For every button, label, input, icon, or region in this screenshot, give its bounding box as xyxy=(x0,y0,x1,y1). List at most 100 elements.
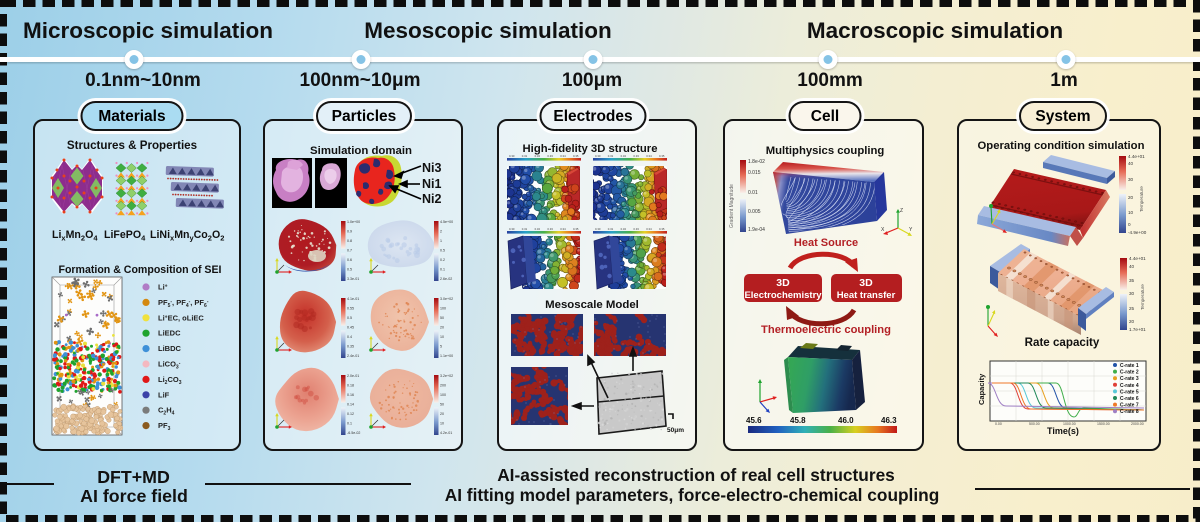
svg-text:0.34: 0.34 xyxy=(646,227,652,231)
svg-text:Ni2: Ni2 xyxy=(422,192,442,206)
svg-text:0.32: 0.32 xyxy=(535,154,541,158)
svg-text:0.5: 0.5 xyxy=(347,268,352,272)
svg-text:30: 30 xyxy=(1128,177,1134,182)
svg-text:0.9: 0.9 xyxy=(347,230,352,234)
svg-text:-4.9e+00: -4.9e+00 xyxy=(1128,230,1147,235)
svg-text:50μm: 50μm xyxy=(667,427,684,434)
svg-text:30: 30 xyxy=(1129,291,1135,296)
svg-text:LiEDC: LiEDC xyxy=(158,329,181,338)
svg-text:1.7e+01: 1.7e+01 xyxy=(1129,327,1146,332)
svg-text:0.35: 0.35 xyxy=(659,227,665,231)
svg-text:C-rate 7: C-rate 7 xyxy=(1120,403,1139,409)
svg-text:0.33: 0.33 xyxy=(547,227,553,231)
svg-text:0.30: 0.30 xyxy=(595,154,601,158)
svg-text:0.1: 0.1 xyxy=(347,422,352,426)
svg-text:3D: 3D xyxy=(776,277,790,289)
svg-text:LixMn2O4: LixMn2O4 xyxy=(52,229,98,243)
svg-text:0.35: 0.35 xyxy=(573,154,579,158)
svg-text:2.6e-02: 2.6e-02 xyxy=(440,277,452,281)
svg-text:0.30: 0.30 xyxy=(509,154,515,158)
svg-text:0.005: 0.005 xyxy=(748,209,761,215)
svg-text:3.3e-01: 3.3e-01 xyxy=(347,277,359,281)
svg-text:1.8e-02: 1.8e-02 xyxy=(748,159,765,165)
svg-text:Y: Y xyxy=(909,227,913,233)
svg-text:1.9e-04: 1.9e-04 xyxy=(748,227,765,233)
svg-text:X: X xyxy=(881,227,885,233)
svg-text:0.015: 0.015 xyxy=(748,170,761,176)
svg-text:0.35: 0.35 xyxy=(573,227,579,231)
svg-text:LiBDC: LiBDC xyxy=(158,344,181,353)
svg-text:0.00: 0.00 xyxy=(995,422,1002,426)
svg-text:0.14: 0.14 xyxy=(347,403,354,407)
svg-text:500.00: 500.00 xyxy=(1029,422,1040,426)
svg-text:45.8: 45.8 xyxy=(790,416,806,425)
svg-text:4.2e-01: 4.2e-01 xyxy=(440,431,452,435)
svg-text:5: 5 xyxy=(440,345,442,349)
svg-text:50: 50 xyxy=(440,403,444,407)
svg-text:Z: Z xyxy=(900,208,903,214)
svg-text:0.30: 0.30 xyxy=(509,227,515,231)
svg-text:2: 2 xyxy=(440,230,442,234)
svg-text:4.4e+01: 4.4e+01 xyxy=(1129,256,1146,261)
svg-text:20: 20 xyxy=(440,412,444,416)
svg-text:100: 100 xyxy=(440,307,446,311)
svg-text:0.30: 0.30 xyxy=(595,227,601,231)
svg-text:2000.00: 2000.00 xyxy=(1131,422,1144,426)
svg-text:C-rate 5: C-rate 5 xyxy=(1120,389,1139,395)
svg-text:Temperature: Temperature xyxy=(1140,284,1145,310)
svg-text:PF3: PF3 xyxy=(158,421,171,432)
svg-text:40: 40 xyxy=(1128,161,1134,166)
svg-text:0.4: 0.4 xyxy=(347,335,352,339)
svg-text:C-rate 8: C-rate 8 xyxy=(1120,409,1139,415)
svg-text:46.0: 46.0 xyxy=(838,416,854,425)
svg-text:0.35: 0.35 xyxy=(659,154,665,158)
svg-text:40: 40 xyxy=(1129,264,1135,269)
svg-text:Heat transfer: Heat transfer xyxy=(837,290,896,301)
svg-text:Ni1: Ni1 xyxy=(422,177,442,191)
svg-text:0.1: 0.1 xyxy=(440,268,445,272)
svg-text:10: 10 xyxy=(1128,210,1134,215)
svg-text:0.12: 0.12 xyxy=(347,412,354,416)
svg-text:100: 100 xyxy=(440,393,446,397)
svg-text:Li2CO3: Li2CO3 xyxy=(158,375,182,386)
svg-text:3.0e+02: 3.0e+02 xyxy=(440,297,453,301)
svg-text:Temperature: Temperature xyxy=(1139,186,1144,212)
svg-text:Electrochemistry: Electrochemistry xyxy=(744,290,822,301)
svg-text:1.0e+00: 1.0e+00 xyxy=(347,220,360,224)
svg-text:20: 20 xyxy=(1128,195,1134,200)
svg-text:Li+: Li+ xyxy=(158,283,168,292)
svg-text:4.4e+01: 4.4e+01 xyxy=(1128,154,1145,159)
svg-text:3.2e+02: 3.2e+02 xyxy=(440,374,453,378)
svg-text:0.5: 0.5 xyxy=(440,249,445,253)
svg-text:0.32: 0.32 xyxy=(621,154,627,158)
svg-text:0.6: 0.6 xyxy=(347,258,352,262)
svg-text:0.31: 0.31 xyxy=(522,227,528,231)
svg-text:0: 0 xyxy=(1128,222,1131,227)
svg-text:C-rate 3: C-rate 3 xyxy=(1120,376,1139,382)
svg-text:LiCO3-: LiCO3- xyxy=(158,360,181,371)
svg-text:1.1e+00: 1.1e+00 xyxy=(440,354,453,358)
svg-text:0.8: 0.8 xyxy=(347,239,352,243)
svg-text:0.45: 0.45 xyxy=(347,326,354,330)
svg-text:C-rate 4: C-rate 4 xyxy=(1120,383,1139,389)
svg-text:LiF: LiF xyxy=(158,390,170,399)
svg-text:PF5-, PF4-, PF6-: PF5-, PF4-, PF6- xyxy=(158,298,209,309)
svg-text:20: 20 xyxy=(440,326,444,330)
svg-text:Time(s): Time(s) xyxy=(1047,426,1079,436)
svg-text:0.7: 0.7 xyxy=(347,249,352,253)
svg-text:0.18: 0.18 xyxy=(347,384,354,388)
svg-text:0.2: 0.2 xyxy=(440,258,445,262)
svg-text:0.33: 0.33 xyxy=(633,154,639,158)
svg-text:C-rate 6: C-rate 6 xyxy=(1120,396,1139,402)
svg-text:0.33: 0.33 xyxy=(547,154,553,158)
svg-text:C-rate 2: C-rate 2 xyxy=(1120,370,1139,376)
svg-text:0.5: 0.5 xyxy=(347,316,352,320)
svg-text:1: 1 xyxy=(440,239,442,243)
svg-text:Gradient Magnitude: Gradient Magnitude xyxy=(729,184,735,228)
svg-text:0.32: 0.32 xyxy=(621,227,627,231)
svg-text:1500.00: 1500.00 xyxy=(1097,422,1110,426)
svg-text:25: 25 xyxy=(1129,306,1135,311)
svg-text:4.5e+00: 4.5e+00 xyxy=(440,220,453,224)
svg-text:0.32: 0.32 xyxy=(535,227,541,231)
svg-text:-6.5e-02: -6.5e-02 xyxy=(347,431,360,435)
